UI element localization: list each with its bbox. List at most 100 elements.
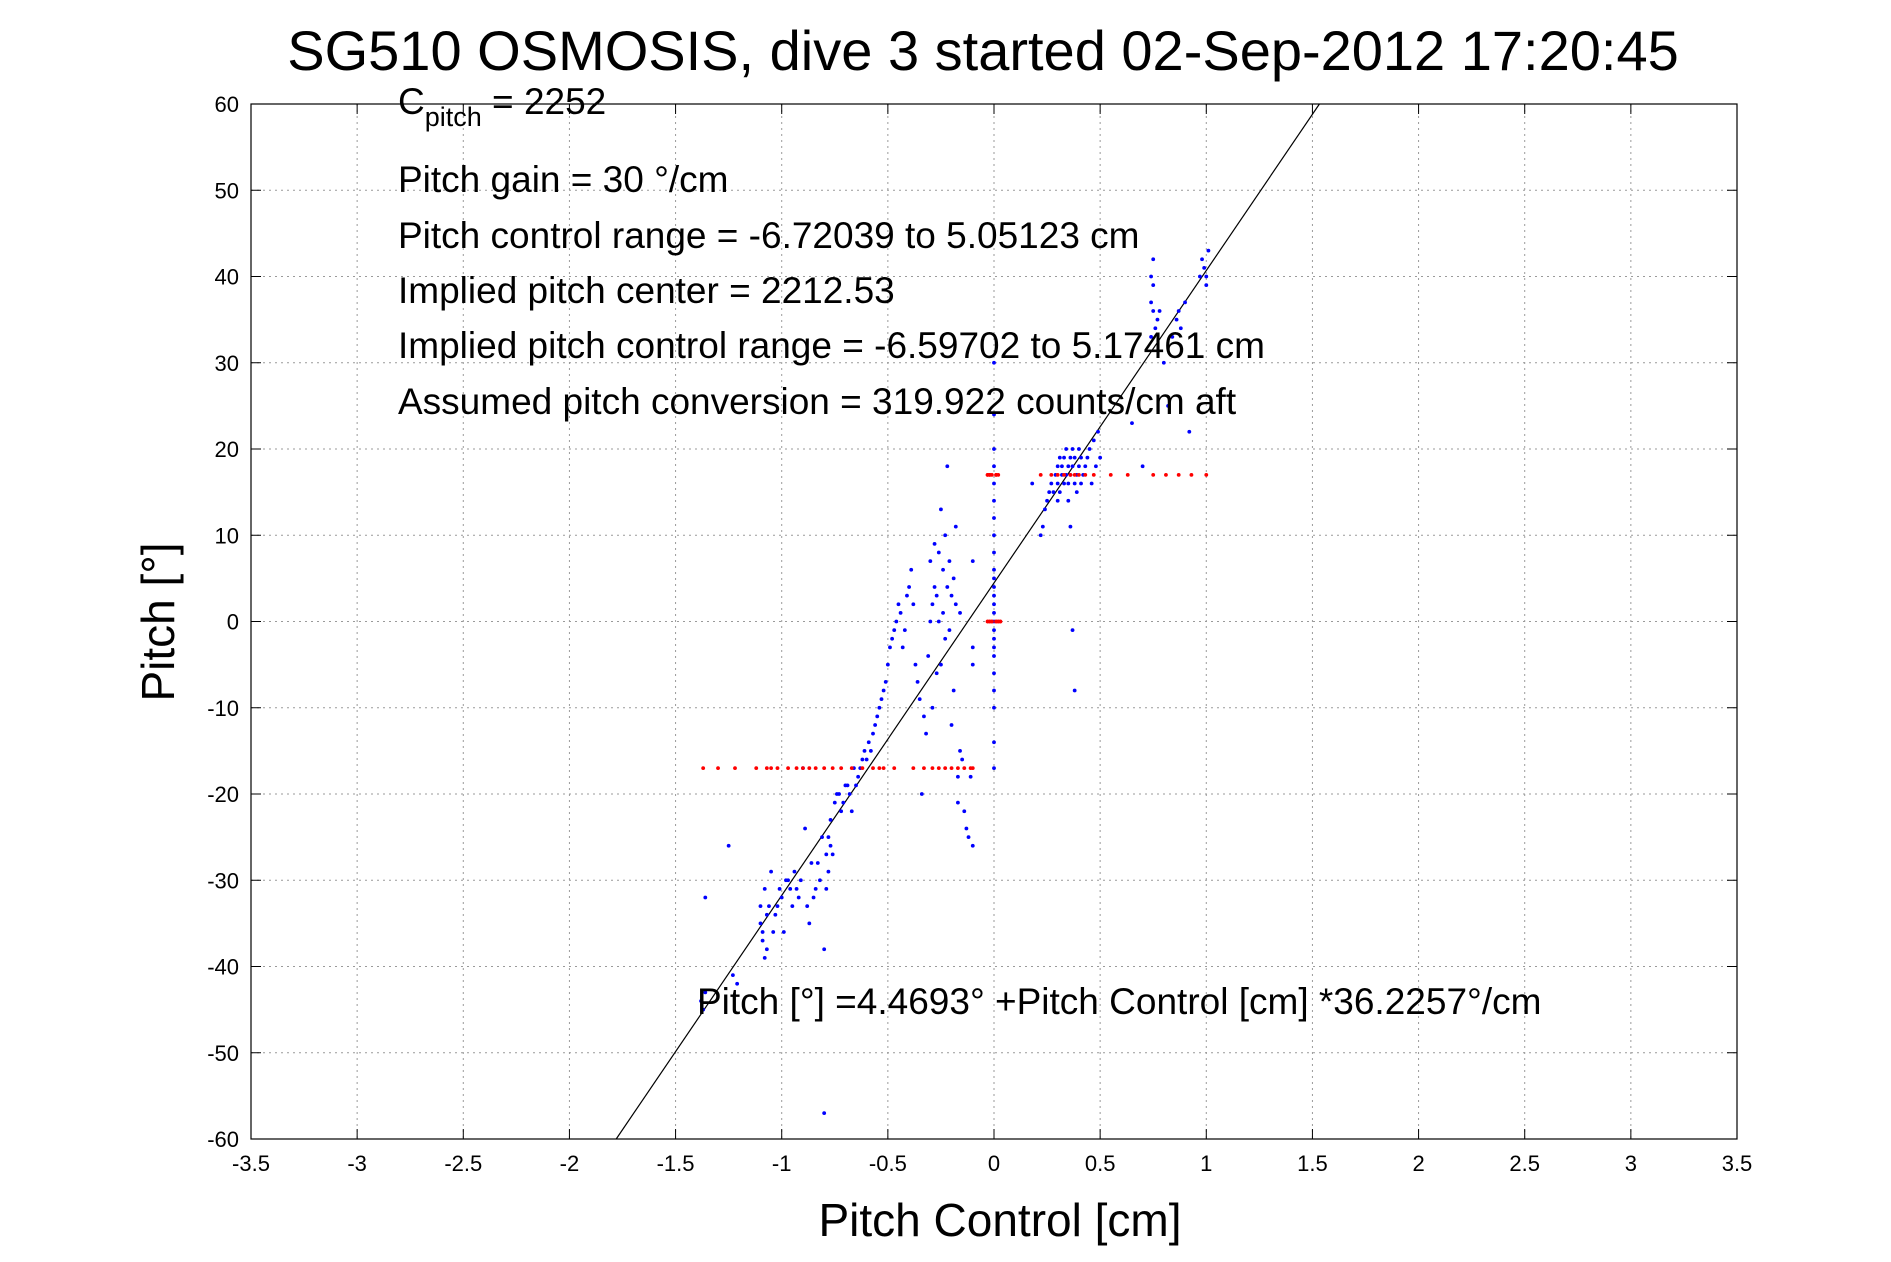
scatter-point (992, 602, 996, 607)
scatter-point (992, 705, 996, 710)
scatter-point (1202, 265, 1207, 270)
scatter-point (1091, 472, 1096, 477)
annotation-implied-center: Implied pitch center = 2212.53 (398, 270, 895, 311)
scatter-point (839, 809, 844, 814)
scatter-point (847, 792, 852, 796)
scatter-point (922, 714, 926, 719)
scatter-point (815, 861, 820, 865)
scatter-point (905, 593, 909, 598)
y-tick-label: 60 (215, 92, 239, 117)
scatter-point (960, 757, 965, 762)
data-points (699, 248, 1211, 1116)
scatter-point (934, 671, 939, 676)
scatter-point (1055, 498, 1060, 503)
scatter-point (968, 774, 973, 779)
scatter-point (1079, 455, 1083, 460)
y-tick-label: -40 (207, 955, 239, 980)
x-tick-label: 1.5 (1297, 1151, 1328, 1176)
scatter-point (822, 766, 827, 771)
scatter-point (807, 766, 812, 771)
scatter-point (1051, 490, 1056, 495)
scatter-point (830, 852, 835, 857)
scatter-point (947, 628, 952, 633)
scatter-point (788, 886, 793, 891)
scatter-point (1072, 472, 1077, 477)
scatter-point (936, 766, 941, 771)
scatter-point (992, 464, 996, 469)
scatter-point (992, 688, 996, 693)
scatter-point (703, 990, 708, 995)
scatter-point (970, 662, 975, 667)
scatter-point (845, 783, 850, 788)
scatter-point (992, 740, 996, 745)
scatter-point (1151, 472, 1156, 477)
annotation-block: Cpitch = 2252 Pitch gain = 30 °/cm Pitch… (398, 81, 1541, 1022)
scatter-point (826, 869, 831, 874)
scatter-series (701, 472, 1209, 771)
scatter-point (1155, 317, 1160, 322)
scatter-point (1045, 498, 1049, 503)
x-tick-label: 1 (1200, 1151, 1212, 1176)
scatter-point (781, 930, 786, 934)
scatter-point (1130, 421, 1134, 426)
scatter-point (1070, 464, 1075, 469)
scatter-point (992, 645, 996, 650)
scatter-point (888, 645, 892, 650)
x-tick-label: 2 (1412, 1151, 1424, 1176)
y-tick-label: -20 (207, 782, 239, 807)
scatter-point (992, 567, 996, 572)
scatter-point (1087, 447, 1092, 451)
y-tick-label: 40 (215, 265, 239, 290)
scatter-point (1038, 472, 1043, 477)
scatter-point (928, 619, 933, 624)
scatter-point (760, 930, 765, 934)
scatter-point (701, 766, 706, 771)
scatter-point (830, 766, 835, 771)
scatter-point (786, 766, 790, 771)
x-tick-label: 2.5 (1509, 1151, 1540, 1176)
x-tick-label: -1.5 (657, 1151, 695, 1176)
scatter-point (841, 800, 846, 805)
scatter-point (839, 766, 844, 771)
scatter-point (956, 774, 960, 779)
scatter-point (764, 912, 769, 917)
scatter-point (1093, 464, 1098, 469)
scatter-point (790, 904, 795, 909)
scatter-point (860, 766, 865, 771)
scatter-point (1072, 455, 1077, 460)
scatter-point (992, 671, 996, 676)
scatter-point (1077, 472, 1081, 477)
scatter-point (1068, 524, 1073, 529)
scatter-point (716, 766, 720, 771)
y-axis-label: Pitch [°] (132, 542, 184, 701)
scatter-point (811, 895, 816, 900)
scatter-point (898, 610, 903, 615)
scatter-point (930, 602, 935, 607)
scatter-point (813, 886, 818, 891)
x-tick-labels: -3.5 -3 -2.5 -2 -1.5 -1 -0.5 0 0.5 1 1.5 2 2.5 3 3.5 (232, 1151, 1752, 1176)
scatter-point (730, 973, 735, 978)
scatter-point (1068, 455, 1073, 460)
x-tick-label: 0 (988, 1151, 1000, 1176)
y-tick-label: 20 (215, 437, 239, 462)
scatter-point (896, 602, 901, 607)
scatter-point (992, 593, 996, 598)
scatter-point (941, 567, 945, 572)
scatter-point (764, 766, 769, 771)
scatter-point (890, 636, 895, 641)
scatter-point (1049, 472, 1054, 477)
x-tick-label: 0.5 (1085, 1151, 1116, 1176)
scatter-point (824, 886, 829, 891)
scatter-point (849, 809, 854, 814)
scatter-point (1151, 283, 1156, 288)
scatter-point (1072, 688, 1077, 693)
scatter-point (805, 904, 810, 909)
scatter-point (992, 516, 996, 520)
scatter-point (939, 662, 943, 667)
scatter-point (992, 550, 996, 555)
annotation-c-pitch: Cpitch = 2252 (398, 81, 606, 132)
scatter-point (956, 800, 960, 805)
scatter-point (1189, 472, 1194, 477)
scatter-point (1176, 472, 1181, 477)
y-tick-label: -50 (207, 1041, 239, 1066)
